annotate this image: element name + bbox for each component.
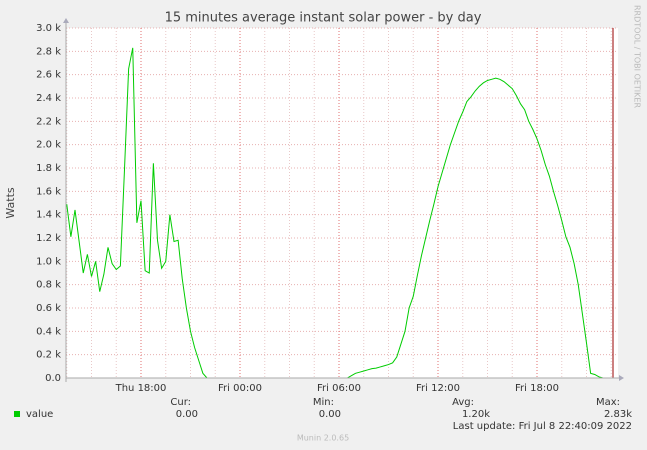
summary-label: Cur: [170,397,191,408]
last-update: Last update: Fri Jul 8 22:40:09 2022 [453,421,632,432]
x-tick-label: Fri 06:00 [317,383,361,394]
y-tick-label: 2.6 k [36,70,61,81]
x-tick-label: Fri 18:00 [515,383,559,394]
y-tick-label: 0.0 [45,373,61,384]
y-tick-label: 1.8 k [36,163,61,174]
y-tick-label: 2.0 k [36,140,61,151]
summary-value: 2.83k [604,409,632,420]
x-tick-label: Fri 00:00 [218,383,262,394]
y-tick-label: 1.4 k [36,210,61,221]
y-tick-label: 1.2 k [36,233,61,244]
summary-value: 0.00 [319,409,341,420]
y-tick-label: 0.8 k [36,280,61,291]
legend-swatch [14,411,20,417]
plot-area [66,28,618,378]
summary-value: 0.00 [176,409,198,420]
watermark: RRDTOOL / TOBI OETIKER [633,5,642,108]
y-axis-title: Watts [4,187,17,219]
legend-label: value [26,409,53,420]
summary-label: Max: [596,397,620,408]
grid: 0.0 0.2 k 0.4 k 0.6 k 0.8 k 1.0 k 1.2 k 1.4 k 1.… [36,23,618,394]
chart-title: 15 minutes average instant solar power -… [165,11,482,26]
footer: Munin 2.0.65 [297,434,349,443]
summary-value: 1.20k [462,409,490,420]
y-axis-arrow [63,18,69,23]
y-tick-label: 0.6 k [36,303,61,314]
y-tick-label: 2.2 k [36,116,61,127]
x-axis-arrow [619,375,624,381]
y-tick-label: 2.4 k [36,93,61,104]
y-tick-label: 3.0 k [36,23,61,34]
x-tick-label: Fri 12:00 [416,383,460,394]
summary-label: Min: [313,397,334,408]
y-tick-label: 0.2 k [36,350,61,361]
y-tick-label: 1.6 k [36,186,61,197]
summary-label: Avg: [452,397,474,408]
x-tick-label: Thu 18:00 [115,383,167,394]
y-tick-label: 2.8 k [36,46,61,57]
y-tick-label: 0.4 k [36,326,61,337]
y-tick-label: 1.0 k [36,256,61,267]
